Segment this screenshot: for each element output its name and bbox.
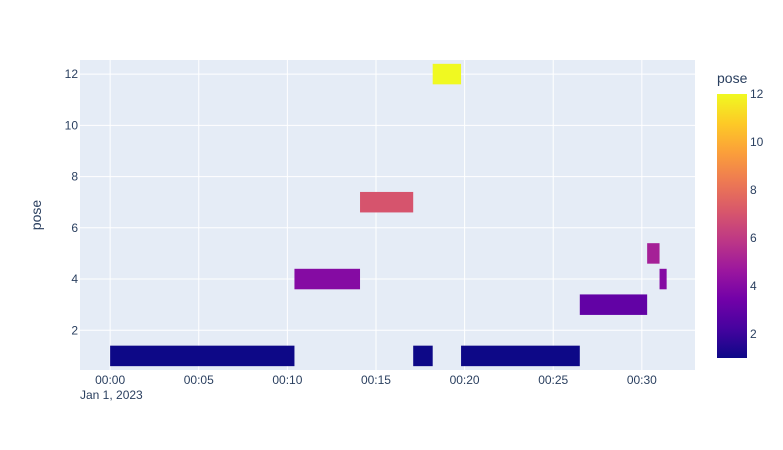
y-tick-label: 4	[71, 272, 78, 286]
colorbar: pose 2 4 6 8 10 12	[717, 70, 764, 358]
x-tick-label: 00:10	[272, 373, 302, 387]
x-tick-label: 00:00	[95, 373, 125, 387]
plot-area	[80, 60, 695, 370]
x-axis: 00:00 00:05 00:10 00:15 00:20 00:25 00:30	[95, 373, 657, 387]
timeline-bar	[579, 294, 648, 315]
colorbar-tick-label: 2	[750, 327, 757, 341]
timeline-bar	[647, 243, 660, 264]
x-tick-label: 00:25	[538, 373, 568, 387]
timeline-bar	[659, 268, 667, 290]
colorbar-gradient	[717, 94, 747, 358]
colorbar-tick-label: 10	[750, 135, 764, 149]
x-tick-label: 00:15	[361, 373, 391, 387]
y-tick-label: 8	[71, 170, 78, 184]
x-date-label: Jan 1, 2023	[80, 388, 143, 402]
x-tick-label: 00:30	[627, 373, 657, 387]
timeline-bar	[294, 268, 361, 290]
y-tick-label: 6	[71, 221, 78, 235]
bars	[110, 63, 667, 367]
colorbar-tick-label: 12	[750, 87, 764, 101]
colorbar-tick-label: 6	[750, 231, 757, 245]
colorbar-tick-label: 8	[750, 183, 757, 197]
colorbar-ticks: 2 4 6 8 10 12	[750, 87, 764, 341]
y-tick-label: 12	[65, 67, 79, 81]
timeline-bar	[432, 63, 462, 85]
y-tick-label: 10	[65, 118, 79, 132]
timeline-bar	[360, 191, 414, 213]
grid-lines	[80, 60, 695, 370]
timeline-bar	[461, 345, 580, 367]
colorbar-tick-label: 4	[750, 279, 757, 293]
x-tick-label: 00:05	[184, 373, 214, 387]
y-axis: 2 4 6 8 10 12	[65, 67, 79, 337]
y-axis-title: pose	[28, 200, 44, 231]
y-tick-label: 2	[71, 323, 78, 337]
x-tick-label: 00:20	[450, 373, 480, 387]
timeline-bar	[413, 345, 433, 367]
timeline-bar	[110, 345, 295, 367]
colorbar-title: pose	[717, 70, 748, 86]
